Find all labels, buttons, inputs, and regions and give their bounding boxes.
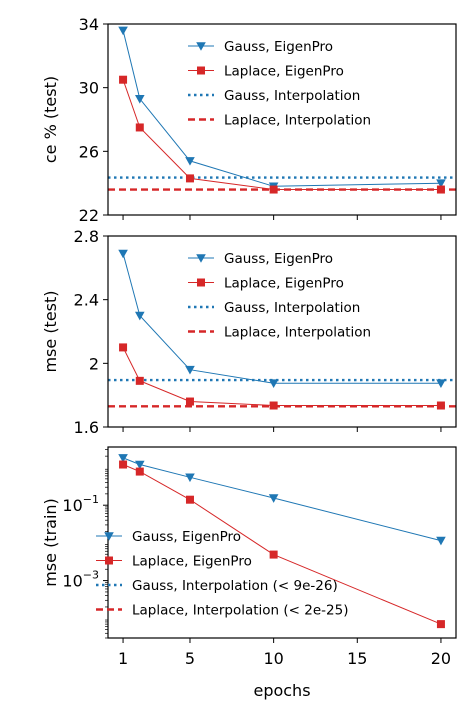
y-tick-label: 34 xyxy=(79,15,99,34)
y-tick-label: 2.8 xyxy=(74,227,99,246)
data-point-laplace-eigenpro xyxy=(185,174,194,183)
data-point-gauss-eigenpro xyxy=(268,494,279,503)
x-tick-label: 1 xyxy=(118,649,128,668)
data-point-laplace-eigenpro xyxy=(436,620,445,629)
legend-label: Laplace, EigenPro xyxy=(132,554,252,570)
data-point-gauss-eigenpro xyxy=(118,249,128,259)
legend-marker xyxy=(105,556,113,565)
axes-frame xyxy=(107,235,457,428)
legend-marker xyxy=(197,66,205,75)
legend-marker xyxy=(197,278,205,287)
data-point-gauss-eigenpro xyxy=(118,26,128,36)
x-tick-label: 10 xyxy=(263,649,283,668)
data-point-gauss-eigenpro xyxy=(436,179,446,188)
data-point-gauss-eigenpro xyxy=(185,365,195,375)
data-point-laplace-eigenpro xyxy=(119,75,128,84)
data-point-laplace-eigenpro xyxy=(269,185,278,194)
data-point-gauss-eigenpro xyxy=(436,536,446,546)
legend-label: Gauss, EigenPro xyxy=(224,39,333,55)
legend-label: Gauss, Interpolation xyxy=(224,300,360,316)
data-point-laplace-eigenpro xyxy=(185,397,194,406)
legend-label: Laplace, Interpolation xyxy=(224,113,371,129)
data-point-gauss-eigenpro xyxy=(268,379,279,389)
data-point-laplace-eigenpro xyxy=(185,495,194,504)
x-axis-label: epochs xyxy=(253,681,310,700)
data-point-laplace-eigenpro xyxy=(135,123,144,132)
data-point-gauss-eigenpro xyxy=(185,157,195,166)
legend-label: Laplace, Interpolation xyxy=(224,325,371,341)
data-point-laplace-eigenpro xyxy=(119,343,128,352)
data-point-gauss-eigenpro xyxy=(134,95,145,104)
legend-marker xyxy=(196,254,206,263)
y-tick-label: 10−1 xyxy=(62,493,99,515)
y-tick-label: 22 xyxy=(79,206,99,225)
data-point-gauss-eigenpro xyxy=(134,311,145,321)
legend-label: Gauss, Interpolation xyxy=(224,88,360,104)
series-line-laplace-eigenpro xyxy=(122,347,441,406)
series-line-gauss-eigenpro xyxy=(122,253,441,384)
x-tick-label: 15 xyxy=(347,649,367,668)
chart-panel-2: 1.6 2 2.4 2.8 mse (test) Gauss, EigenPro Lapla… xyxy=(41,227,457,437)
data-point-gauss-eigenpro xyxy=(134,460,145,470)
data-point-laplace-eigenpro xyxy=(119,460,128,469)
data-point-gauss-eigenpro xyxy=(436,379,446,389)
legend-label: Laplace, Interpolation (< 2e-25) xyxy=(132,603,348,619)
legend-label: Laplace, EigenPro xyxy=(224,64,344,80)
y-tick-label: 1.6 xyxy=(74,418,99,437)
y-axis-label: mse (test) xyxy=(41,290,60,372)
y-tick-label: 26 xyxy=(79,142,99,161)
data-point-laplace-eigenpro xyxy=(269,550,278,559)
y-axis-label: ce % (test) xyxy=(41,76,60,163)
legend-label: Gauss, EigenPro xyxy=(224,251,333,267)
y-axis-label: mse (train) xyxy=(41,498,60,587)
y-tick-label: 10−3 xyxy=(62,569,99,591)
legend-marker xyxy=(104,532,114,541)
data-point-laplace-eigenpro xyxy=(269,401,278,410)
y-tick-label: 2.4 xyxy=(74,291,99,310)
data-point-laplace-eigenpro xyxy=(135,376,144,385)
chart-panel-1: 22 26 30 34 ce % (test) Gauss, EigenPro Laplac… xyxy=(41,15,457,225)
legend-marker xyxy=(196,42,206,51)
y-tick-label: 30 xyxy=(79,79,99,98)
data-point-laplace-eigenpro xyxy=(436,401,445,410)
axes-frame xyxy=(107,446,457,639)
legend: Gauss, EigenPro Laplace, EigenPro Gauss, I… xyxy=(96,529,348,619)
legend-label: Gauss, Interpolation (< 9e-26) xyxy=(132,578,338,594)
axes-frame xyxy=(107,23,457,216)
data-point-gauss-eigenpro xyxy=(185,473,195,483)
legend-label: Gauss, EigenPro xyxy=(132,529,241,545)
x-tick-label: 20 xyxy=(431,649,451,668)
data-point-gauss-eigenpro xyxy=(118,454,128,463)
x-tick-label: 5 xyxy=(185,649,195,668)
data-point-laplace-eigenpro xyxy=(135,467,144,476)
legend-label: Laplace, EigenPro xyxy=(224,276,344,292)
y-tick-label: 2 xyxy=(89,354,99,373)
legend: Gauss, EigenPro Laplace, EigenPro Gauss, I… xyxy=(188,251,371,341)
data-point-laplace-eigenpro xyxy=(436,185,445,194)
legend: Gauss, EigenPro Laplace, EigenPro Gauss, I… xyxy=(188,39,371,129)
